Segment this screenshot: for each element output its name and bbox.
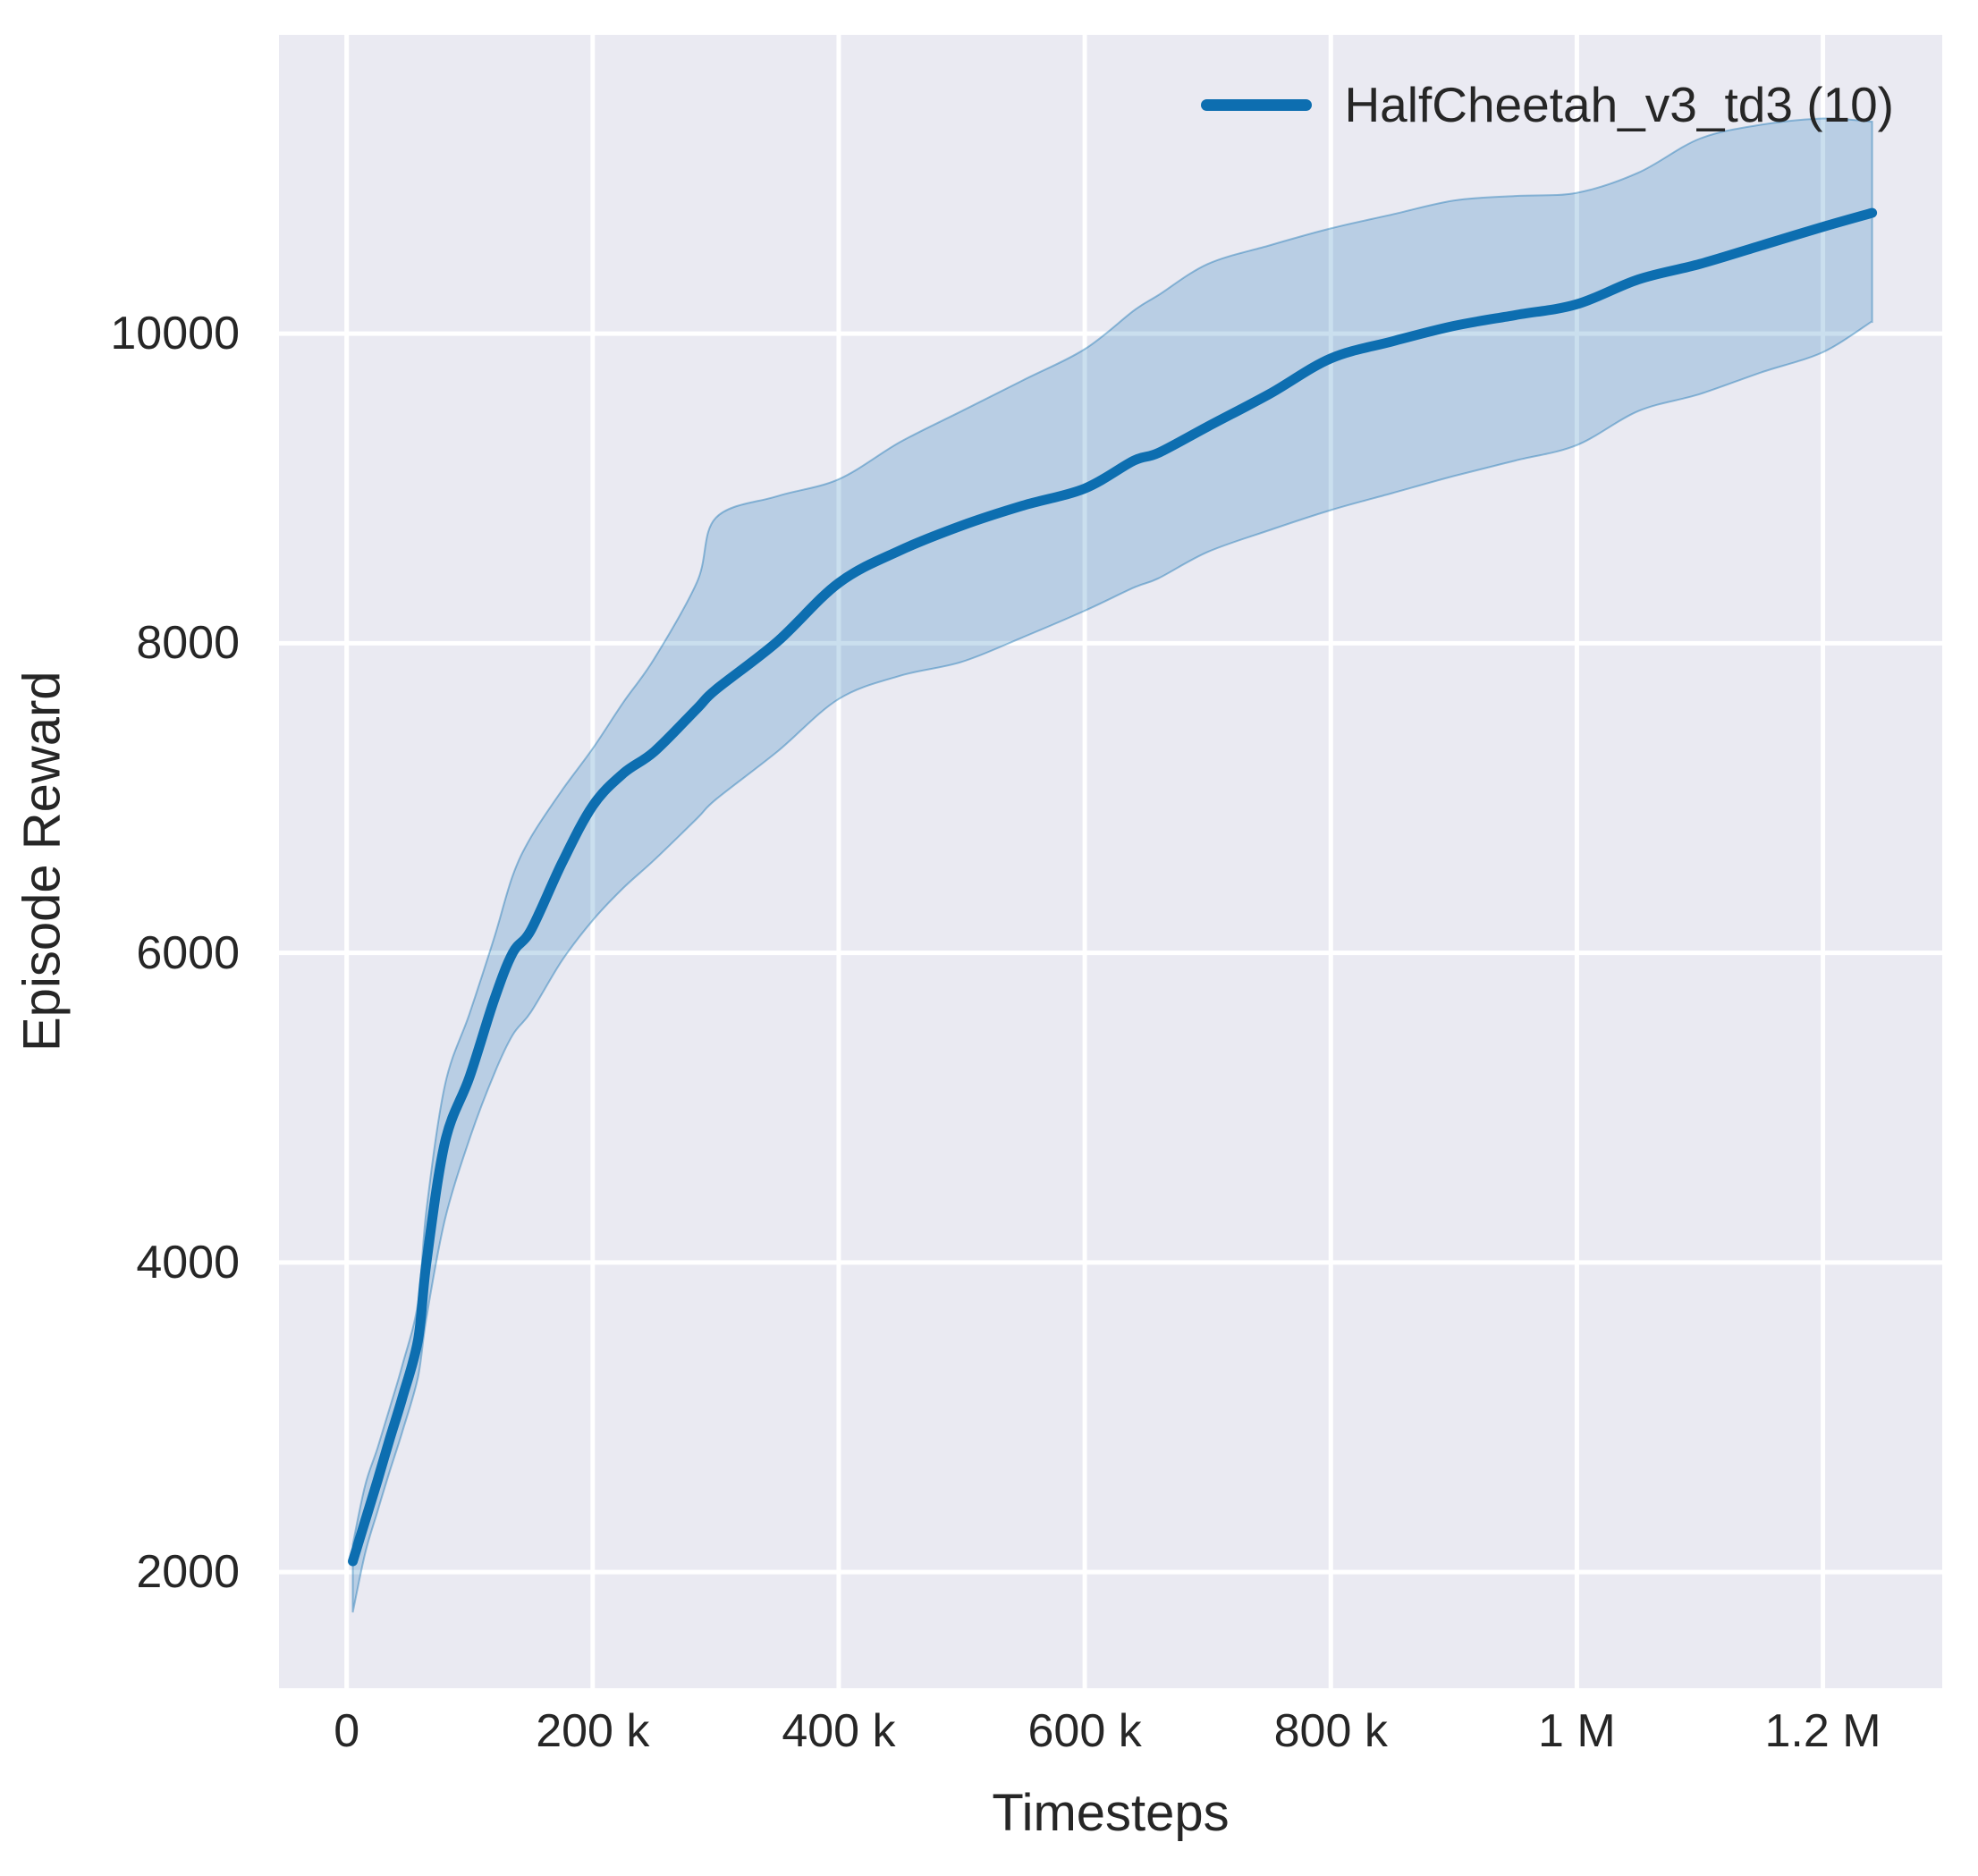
y-tick-label: 4000 bbox=[136, 1236, 240, 1289]
y-axis-label: Episode Reward bbox=[13, 671, 72, 1052]
y-tick-label: 10000 bbox=[110, 308, 240, 360]
x-tick-label: 200 k bbox=[536, 1705, 650, 1757]
x-tick-label: 400 k bbox=[782, 1705, 896, 1757]
mean-line bbox=[348, 207, 1878, 1567]
legend-line-swatch bbox=[1201, 98, 1313, 111]
y-tick-label: 8000 bbox=[136, 617, 240, 670]
plot-area bbox=[279, 35, 1942, 1688]
legend: HalfCheetah_v3_td3 (10) bbox=[1201, 73, 1894, 136]
y-tick-label: 2000 bbox=[136, 1546, 240, 1599]
x-tick-label: 1 M bbox=[1538, 1705, 1616, 1757]
x-tick-label: 1.2 M bbox=[1764, 1705, 1881, 1757]
x-tick-label: 0 bbox=[334, 1705, 360, 1757]
x-tick-label: 600 k bbox=[1027, 1705, 1142, 1757]
legend-label: HalfCheetah_v3_td3 (10) bbox=[1344, 77, 1894, 132]
y-tick-label: 6000 bbox=[136, 926, 240, 979]
x-tick-label: 800 k bbox=[1273, 1705, 1388, 1757]
x-axis-label: Timesteps bbox=[992, 1784, 1230, 1842]
confidence-band bbox=[351, 117, 1873, 1613]
